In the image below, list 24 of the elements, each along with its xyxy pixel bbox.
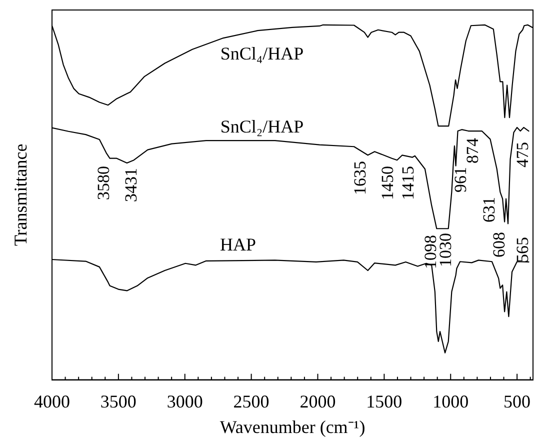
x-tick-label: 3000 <box>166 391 203 412</box>
x-tick-label: 1000 <box>432 391 469 412</box>
x-axis-title: Wavenumber (cm⁻¹) <box>220 416 366 437</box>
x-tick-label: 2000 <box>300 391 336 412</box>
annotation: 475 <box>512 142 532 168</box>
x-tick-label: 500 <box>504 391 531 412</box>
x-tick-label: 1500 <box>366 391 402 412</box>
x-tick-label: 4000 <box>34 391 70 412</box>
series-label: SnCl₂/HAP <box>220 116 304 137</box>
x-tick-label: 3500 <box>100 391 136 412</box>
series-label: SnCl₄/HAP <box>220 44 304 64</box>
annotation: 961 <box>451 167 470 192</box>
x-tick-label: 2500 <box>233 391 270 412</box>
annotation: 1635 <box>350 161 370 195</box>
annotation: 608 <box>489 232 508 258</box>
annotation: 874 <box>462 138 482 164</box>
series-label: HAP <box>220 234 256 255</box>
annotation: 565 <box>512 237 532 262</box>
annotation: 631 <box>479 197 498 222</box>
annotation: 3580 <box>94 166 113 200</box>
y-axis-title: Transmittance <box>10 144 31 246</box>
annotation: 3431 <box>121 168 140 202</box>
annotation: 1450 <box>378 166 398 200</box>
annotation: 1415 <box>398 166 418 200</box>
